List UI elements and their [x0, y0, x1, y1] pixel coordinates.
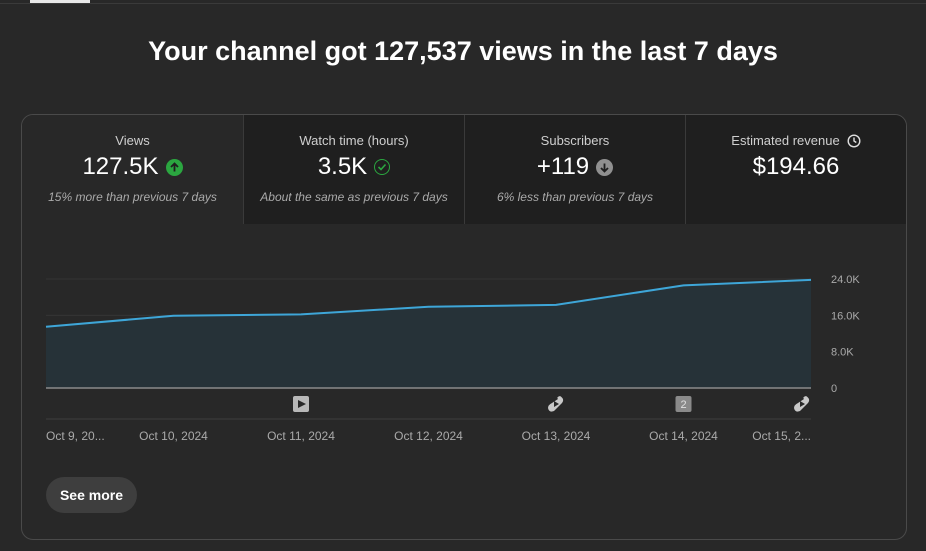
metric-label: Estimated revenue — [731, 133, 840, 148]
x-tick-label: Oct 12, 2024 — [394, 429, 463, 443]
svg-text:2: 2 — [680, 399, 686, 411]
metric-value-row: +119 — [465, 153, 685, 181]
shorts-icon[interactable] — [548, 396, 564, 412]
summary-card: Views 127.5K 15% more than previous 7 da… — [21, 114, 907, 540]
metric-comparison: About the same as previous 7 days — [260, 190, 448, 204]
metric-label: Subscribers — [540, 133, 610, 148]
clock-icon[interactable] — [847, 133, 861, 148]
series-line — [45, 278, 812, 328]
count-badge-icon[interactable]: 2 — [675, 396, 692, 412]
active-tab-indicator — [30, 0, 90, 3]
page-title: Your channel got 127,537 views in the la… — [148, 36, 778, 66]
metric-value: +119 — [536, 153, 590, 180]
views-chart[interactable]: 24.0K 16.0K 8.0K 0 2 Oct 9, 20... Oct 10, 2024… — [22, 224, 906, 464]
metric-comparison: 6% less than previous 7 days — [496, 190, 654, 204]
metric-tab-subscribers[interactable]: Subscribers +119 6% less than previous 7… — [464, 115, 685, 224]
metric-value-row: 127.5K — [22, 153, 243, 181]
y-tick-label: 16.0K — [831, 310, 860, 322]
x-tick-label: Oct 15, 2... — [752, 429, 811, 443]
x-tick-label: Oct 9, 20... — [46, 429, 105, 443]
y-tick-label: 24.0K — [831, 274, 860, 286]
metric-tab-views[interactable]: Views 127.5K 15% more than previous 7 da… — [22, 115, 243, 224]
x-tick-label: Oct 14, 2024 — [649, 429, 718, 443]
metric-value: 3.5K — [317, 153, 368, 180]
metric-value-row: $194.66 — [686, 153, 906, 181]
metric-tab-watch-time[interactable]: Watch time (hours) 3.5K About the same a… — [243, 115, 464, 224]
metric-tabs: Views 127.5K 15% more than previous 7 da… — [22, 115, 906, 224]
shorts-icon[interactable] — [794, 396, 810, 412]
arrow-down-circle-icon — [596, 158, 614, 176]
x-tick-label: Oct 13, 2024 — [522, 429, 591, 443]
top-divider — [0, 3, 926, 4]
x-tick-label: Oct 11, 2024 — [267, 429, 335, 443]
arrow-up-circle-icon — [165, 158, 183, 176]
series-area — [46, 279, 811, 388]
metric-label-row: Estimated revenue — [686, 133, 906, 148]
video-icon[interactable] — [293, 396, 309, 412]
x-tick-label: Oct 10, 2024 — [139, 429, 208, 443]
metric-value: $194.66 — [752, 153, 840, 180]
metric-label: Watch time (hours) — [299, 133, 409, 148]
y-tick-label: 0 — [831, 383, 837, 395]
metric-tab-revenue[interactable]: Estimated revenue $194.66 — [685, 115, 906, 224]
metric-comparison: 15% more than previous 7 days — [48, 190, 217, 204]
metric-value-row: 3.5K — [244, 153, 464, 181]
y-tick-label: 8.0K — [831, 347, 854, 359]
see-more-button[interactable]: See more — [46, 477, 137, 513]
metric-label: Views — [115, 133, 150, 148]
check-circle-icon — [374, 159, 391, 175]
metric-value: 127.5K — [82, 153, 159, 180]
